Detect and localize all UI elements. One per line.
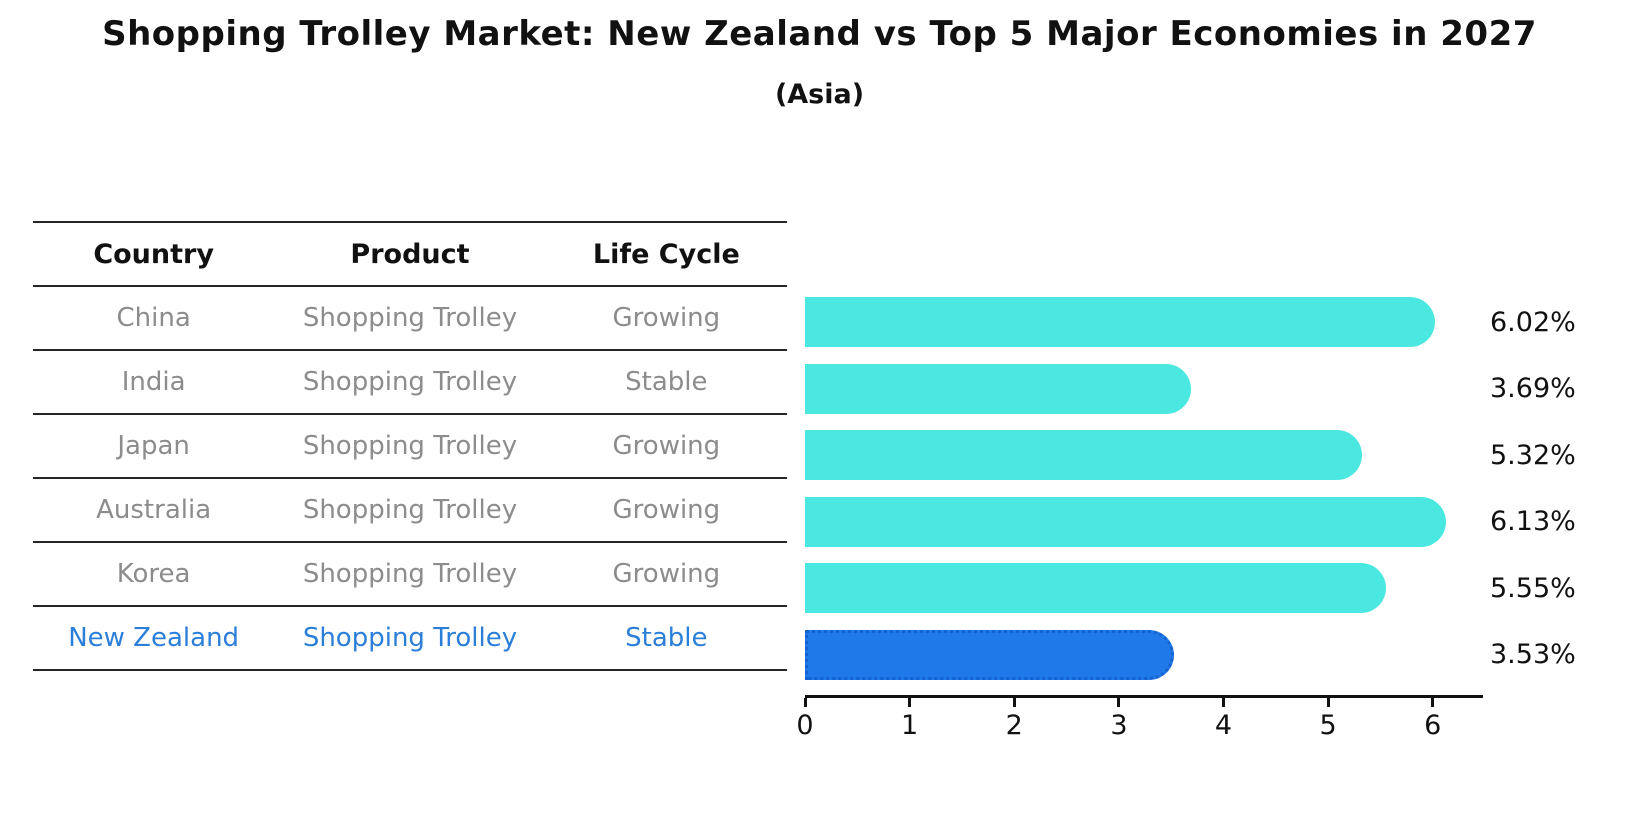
cell-country: China [116, 303, 191, 333]
value-label-new-zealand: 3.53% [1490, 639, 1576, 671]
cell-product: Shopping Trolley [302, 559, 518, 589]
table-row-australia: Australia Shopping Trolley Growing [33, 478, 787, 542]
cell-country: Korea [116, 559, 191, 589]
cell-life-cycle: Growing [612, 559, 721, 589]
comparison-table: Country Product Life Cycle China Shoppin… [33, 221, 787, 671]
bar-australia [805, 496, 1447, 547]
table-row-new-zealand: New Zealand Shopping Trolley Stable [33, 606, 787, 670]
cell-product: Shopping Trolley [302, 303, 518, 333]
table-row-india: India Shopping Trolley Stable [33, 350, 787, 414]
bar-india [805, 363, 1192, 414]
value-label-australia: 6.13% [1490, 506, 1576, 538]
cell-product: Shopping Trolley [302, 367, 518, 397]
cell-life-cycle: Stable [625, 367, 708, 397]
cell-country: Japan [117, 431, 190, 461]
cell-product: Shopping Trolley [302, 495, 518, 525]
cell-life-cycle: Growing [612, 303, 721, 333]
value-label-column: 6.02% 3.69% 5.32% 6.13% 5.55% 3.53% [1490, 289, 1635, 688]
chart-subtitle: (Asia) [774, 79, 865, 110]
bar-china [805, 297, 1435, 347]
cell-product: Shopping Trolley [302, 623, 518, 653]
table-header-row: Country Product Life Cycle [33, 222, 787, 286]
value-label-japan: 5.32% [1490, 439, 1576, 471]
col-header-life-cycle: Life Cycle [592, 238, 740, 270]
cell-country: Australia [96, 495, 212, 525]
table-row-japan: Japan Shopping Trolley Growing [33, 414, 787, 478]
table-row-china: China Shopping Trolley Growing [33, 286, 787, 350]
cell-life-cycle: Stable [625, 623, 708, 653]
col-header-country: Country [93, 238, 214, 270]
value-label-korea: 5.55% [1490, 572, 1576, 604]
bar-japan [805, 430, 1362, 480]
cell-country: New Zealand [68, 623, 240, 653]
col-header-product: Product [350, 238, 470, 270]
cell-country: India [121, 367, 186, 397]
chart-title: Shopping Trolley Market: New Zealand vs … [102, 14, 1537, 54]
bar-chart [805, 289, 1483, 688]
cell-life-cycle: Growing [612, 495, 721, 525]
bar-korea [805, 563, 1386, 613]
cell-life-cycle: Growing [612, 431, 721, 461]
x-axis: 0 1 2 3 4 5 6 [796, 695, 1483, 743]
value-label-china: 6.02% [1490, 306, 1576, 338]
table-row-korea: Korea Shopping Trolley Growing [33, 542, 787, 606]
bar-new-zealand [805, 629, 1175, 680]
value-label-india: 3.69% [1490, 373, 1576, 405]
cell-product: Shopping Trolley [302, 431, 518, 461]
